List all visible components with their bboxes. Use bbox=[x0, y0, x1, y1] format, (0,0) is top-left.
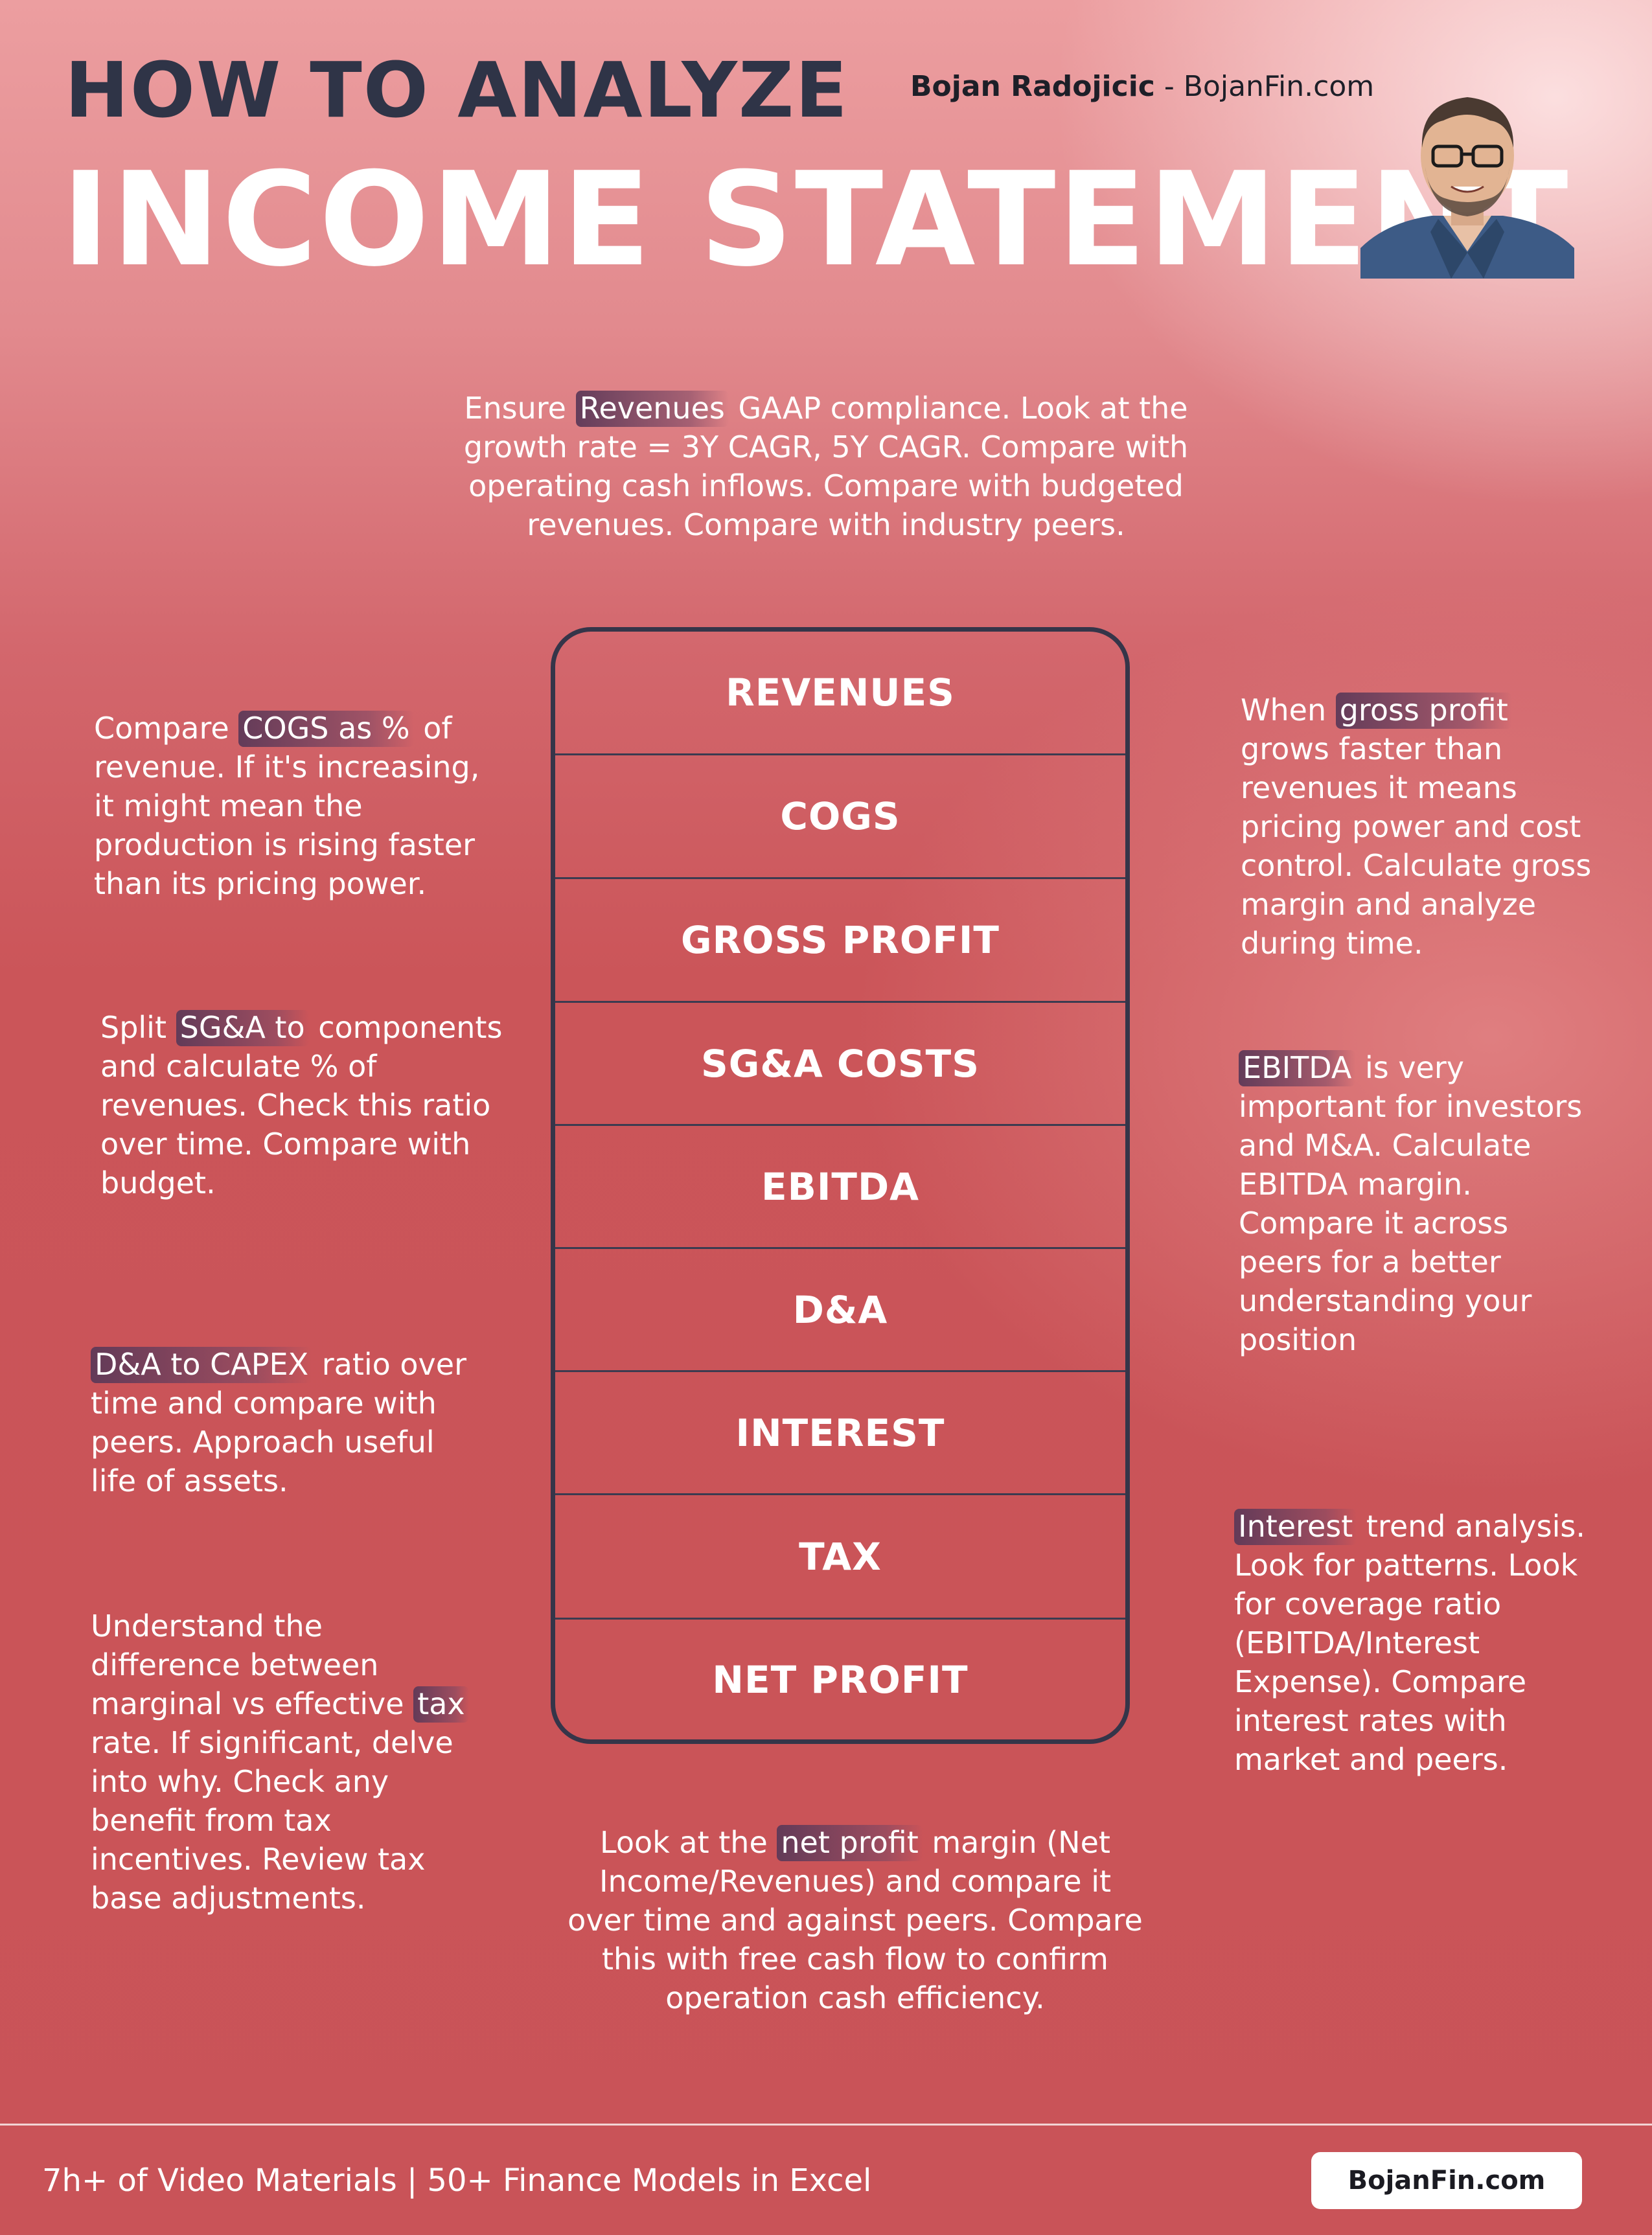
stack-divider bbox=[555, 1493, 1125, 1495]
note-cogs-post: of revenue. If it's increasing, it might… bbox=[94, 711, 480, 901]
note-revenues-post: GAAP compliance. Look at the growth rate… bbox=[463, 391, 1189, 542]
note-cogs-pre: Compare bbox=[94, 711, 239, 746]
footer-divider bbox=[0, 2124, 1652, 2126]
stack-divider bbox=[555, 1001, 1125, 1003]
note-revenues-pre: Ensure bbox=[464, 391, 576, 426]
note-tax-post: rate. If significant, delve into why. Ch… bbox=[91, 1725, 453, 1916]
note-gross-profit-pre: When bbox=[1241, 693, 1336, 728]
note-net-profit-pre: Look at the bbox=[600, 1825, 777, 1860]
stack-divider bbox=[555, 877, 1125, 879]
note-cogs: Compare COGS as % of revenue. If it's in… bbox=[94, 709, 496, 903]
note-gross-profit: When gross profit grows faster than reve… bbox=[1241, 691, 1603, 963]
note-interest-post: trend analysis. Look for patterns. Look … bbox=[1234, 1509, 1585, 1777]
footer-tagline: 7h+ of Video Materials | 50+ Finance Mod… bbox=[42, 2162, 872, 2199]
title-line-2: INCOME STATEMENT bbox=[62, 144, 1570, 295]
stack-divider bbox=[555, 1370, 1125, 1372]
note-interest: Interest trend analysis. Look for patter… bbox=[1234, 1507, 1597, 1779]
note-tax: Understand the difference between margin… bbox=[91, 1607, 479, 1918]
stack-row-net-profit: NET PROFIT bbox=[712, 1657, 969, 1702]
stack-row-tax: TAX bbox=[799, 1534, 882, 1579]
note-revenues-highlight: Revenues bbox=[575, 391, 729, 427]
note-tax-pre: Understand the difference between margin… bbox=[91, 1609, 414, 1721]
note-sga-highlight: SG&A to bbox=[176, 1010, 309, 1046]
stack-divider bbox=[555, 1618, 1125, 1620]
author-site: BojanFin.com bbox=[1183, 70, 1375, 103]
stack-row-sga-costs: SG&A COSTS bbox=[700, 1041, 980, 1086]
note-ebitda-highlight: EBITDA bbox=[1239, 1050, 1356, 1086]
note-sga-pre: Split bbox=[100, 1010, 176, 1045]
note-net-profit-highlight: net profit bbox=[777, 1825, 923, 1861]
title-line-1: HOW TO ANALYZE bbox=[65, 45, 849, 135]
note-interest-highlight: Interest bbox=[1234, 1509, 1357, 1545]
author-credit: Bojan Radojicic - BojanFin.com bbox=[910, 70, 1374, 103]
note-da-post: ratio over time and compare with peers. … bbox=[91, 1347, 466, 1498]
stack-row-da: D&A bbox=[792, 1287, 888, 1332]
stack-divider bbox=[555, 1124, 1125, 1126]
note-sga: Split SG&A to components and calculate %… bbox=[100, 1008, 509, 1202]
author-portrait-icon bbox=[1360, 97, 1574, 279]
note-gross-profit-highlight: gross profit bbox=[1335, 693, 1512, 729]
note-da: D&A to CAPEX ratio over time and compare… bbox=[91, 1345, 479, 1500]
author-separator: - bbox=[1154, 70, 1184, 103]
stack-divider bbox=[555, 1247, 1125, 1249]
note-tax-highlight: tax bbox=[413, 1686, 469, 1723]
note-gross-profit-post: grows faster than revenues it means pric… bbox=[1241, 731, 1592, 961]
website-button[interactable]: BojanFin.com bbox=[1311, 2152, 1582, 2209]
income-statement-stack: REVENUES COGS GROSS PROFIT SG&A COSTS EB… bbox=[551, 627, 1130, 1744]
note-cogs-highlight: COGS as % bbox=[238, 711, 414, 747]
stack-row-gross-profit: GROSS PROFIT bbox=[681, 918, 1000, 962]
note-da-highlight: D&A to CAPEX bbox=[91, 1347, 313, 1383]
note-ebitda-post: is very important for investors and M&A.… bbox=[1239, 1050, 1583, 1357]
stack-row-interest: INTEREST bbox=[735, 1410, 945, 1455]
stack-row-revenues: REVENUES bbox=[726, 670, 955, 715]
author-photo bbox=[1360, 83, 1574, 279]
note-net-profit: Look at the net profit margin (Net Incom… bbox=[564, 1823, 1147, 2017]
author-name: Bojan Radojicic bbox=[910, 70, 1155, 103]
note-ebitda: EBITDA is very important for investors a… bbox=[1239, 1048, 1589, 1359]
note-net-profit-post: margin (Net Income/Revenues) and compare… bbox=[568, 1825, 1143, 2015]
stack-row-cogs: COGS bbox=[780, 794, 901, 838]
note-sga-post: components and calculate % of revenues. … bbox=[100, 1010, 503, 1200]
stack-row-ebitda: EBITDA bbox=[761, 1164, 919, 1209]
stack-divider bbox=[555, 753, 1125, 755]
note-revenues: Ensure Revenues GAAP compliance. Look at… bbox=[453, 389, 1199, 544]
